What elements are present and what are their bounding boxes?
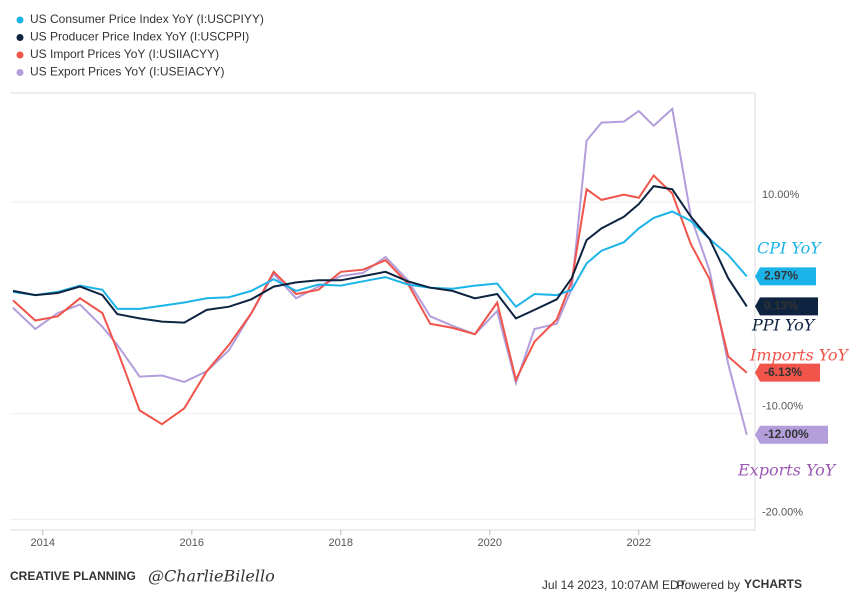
legend-label: US Consumer Price Index YoY (I:USCPIYY) xyxy=(30,12,264,26)
annotation: Exports YoY xyxy=(737,461,837,480)
legend-marker xyxy=(16,16,24,24)
value-label: 0.13% xyxy=(764,299,798,313)
series-line xyxy=(12,106,748,436)
x-tick-label: 2016 xyxy=(180,537,204,549)
series-line xyxy=(12,210,748,310)
series-line xyxy=(12,173,748,426)
legend-label: US Import Prices YoY (I:USIIACYY) xyxy=(30,47,219,61)
timestamp: Jul 14 2023, 10:07AM EDT. xyxy=(542,578,688,592)
legend-label: US Export Prices YoY (I:USEIACYY) xyxy=(30,65,225,79)
legend-marker xyxy=(16,34,24,41)
legend-marker xyxy=(16,51,24,59)
brand: CREATIVE PLANNING xyxy=(10,569,136,583)
provider: YCHARTS xyxy=(744,577,802,591)
legend-label: US Producer Price Index YoY (I:USCPPI) xyxy=(30,30,249,44)
value-box xyxy=(755,267,816,286)
y-tick-label: -10.00% xyxy=(762,401,803,413)
legend-marker xyxy=(16,69,24,76)
x-tick-label: 2014 xyxy=(31,537,55,549)
x-tick-label: 2020 xyxy=(478,537,502,549)
annotation: Imports YoY xyxy=(749,346,849,365)
value-label: -6.13% xyxy=(764,365,802,379)
value-label: 2.97% xyxy=(764,269,798,283)
y-tick-label: -20.00% xyxy=(762,506,803,518)
value-box xyxy=(755,363,820,382)
y-tick-label: 10.00% xyxy=(762,189,800,201)
value-box xyxy=(755,297,818,316)
annotation: PPI YoY xyxy=(751,316,816,335)
handle: @CharlieBilello xyxy=(148,567,275,586)
annotation: CPI YoY xyxy=(757,239,822,258)
value-box xyxy=(755,425,828,444)
series-line xyxy=(12,185,748,324)
x-tick-label: 2022 xyxy=(627,537,651,549)
value-label: -12.00% xyxy=(764,427,809,441)
powered-by: Powered by xyxy=(677,578,740,592)
x-tick-label: 2018 xyxy=(329,537,353,549)
